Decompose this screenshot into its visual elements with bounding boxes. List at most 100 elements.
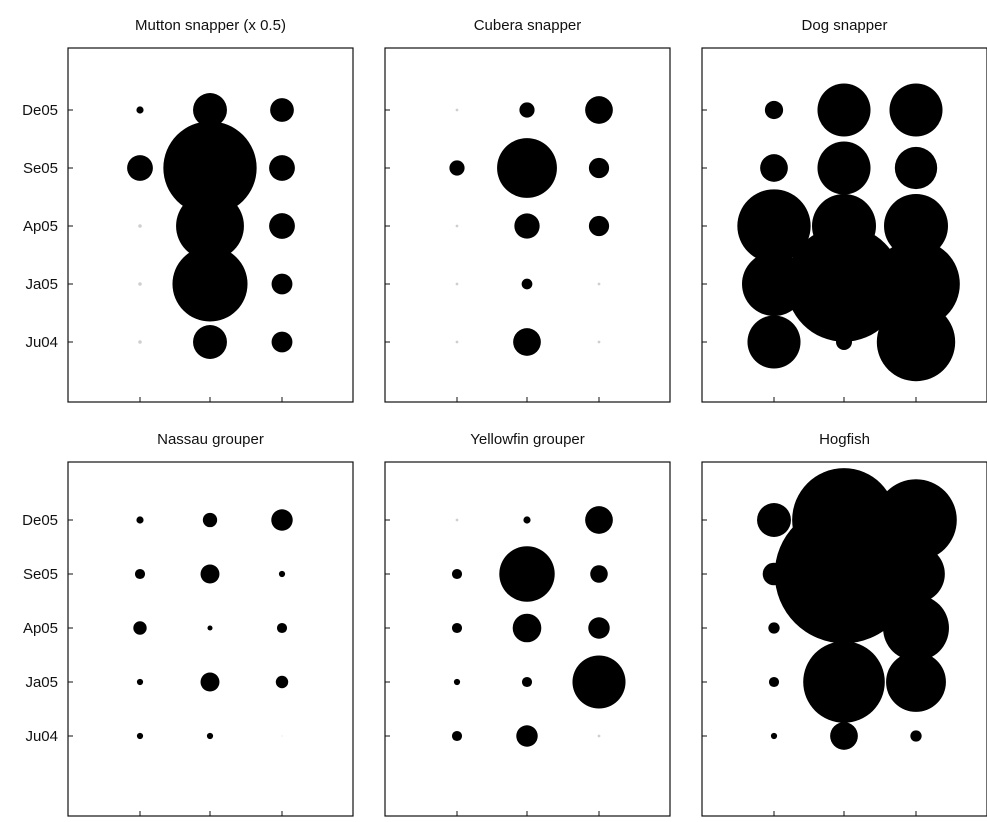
bubble-Se05-RW bbox=[163, 121, 257, 215]
bubble-Se05-RW bbox=[817, 141, 871, 195]
bubble-Ja05-NRW bbox=[138, 282, 142, 286]
bubble-De05-NRW bbox=[136, 516, 144, 524]
bubble-Ap05-RW bbox=[176, 192, 244, 260]
bubble-De05-NRW bbox=[455, 518, 459, 522]
bubble-Ja05-RW bbox=[803, 641, 885, 723]
bubble-Ja05-NRW bbox=[455, 282, 459, 286]
bubble-De05-RW bbox=[193, 93, 227, 127]
y-tick-label: Se05 bbox=[23, 566, 58, 583]
y-tick-label: De05 bbox=[22, 102, 58, 119]
bubble-Ja05-RC bbox=[572, 655, 626, 709]
bubble-Ap05-RW bbox=[207, 625, 213, 631]
bubble-Ap05-NRW bbox=[768, 622, 780, 634]
bubble-Ju04-RW bbox=[836, 334, 852, 350]
bubble-Se05-RW bbox=[774, 504, 914, 644]
panel-title: Yellowfin grouper bbox=[470, 431, 585, 448]
bubble-Ap05-RC bbox=[588, 617, 610, 639]
bubble-Ap05-NRW bbox=[133, 621, 147, 635]
bubble-Se05-RC bbox=[278, 570, 286, 578]
bubble-Ju04-NRW bbox=[451, 730, 463, 742]
bubble-Ap05-RC bbox=[588, 215, 610, 237]
bubble-Ja05-RW bbox=[172, 246, 248, 322]
bubble-De05-NRW bbox=[136, 106, 144, 114]
bubble-De05-NRW bbox=[455, 108, 459, 112]
bubble-Ap05-RC bbox=[276, 622, 288, 634]
bubble-Ju04-NRW bbox=[455, 340, 459, 344]
bubble-Se05-RC bbox=[894, 146, 938, 190]
bubble-Ju04-RC bbox=[597, 340, 601, 344]
bubble-Se05-RW bbox=[200, 564, 220, 584]
bubble-De05-RW bbox=[202, 512, 218, 528]
panel-title: Nassau grouper bbox=[157, 431, 264, 448]
bubble-Ju04-RC bbox=[910, 730, 922, 742]
bubble-Ju04-RC bbox=[876, 302, 956, 382]
bubble-Se05-RC bbox=[887, 545, 945, 603]
bubble-Ja05-RW bbox=[200, 672, 220, 692]
bubble-Ja05-NRW bbox=[453, 678, 461, 686]
bubble-Ju04-RC bbox=[281, 735, 283, 737]
bubble-Ap05-RW bbox=[514, 213, 540, 239]
y-tick-label: Se05 bbox=[23, 160, 58, 177]
bubble-Ap05-RC bbox=[269, 213, 295, 239]
bubble-De05-RC bbox=[585, 96, 613, 124]
bubble-Ju04-NRW bbox=[770, 732, 778, 740]
bubble-Ap05-NRW bbox=[737, 189, 811, 263]
bubble-Ja05-RC bbox=[886, 652, 946, 712]
y-tick-label: Ja05 bbox=[25, 276, 58, 293]
bubble-De05-RC bbox=[889, 83, 943, 137]
bubble-Ja05-RC bbox=[275, 675, 289, 689]
bubble-Se05-NRW bbox=[760, 154, 788, 182]
bubble-Ja05-RW bbox=[521, 278, 533, 290]
bubble-Ja05-RC bbox=[271, 273, 293, 295]
bubble-Ap05-RW bbox=[827, 611, 861, 645]
y-tick-label: Ja05 bbox=[25, 674, 58, 691]
bubble-Se05-RW bbox=[497, 138, 557, 198]
bubble-De05-RC bbox=[585, 506, 613, 534]
bubble-Ju04-RW bbox=[206, 732, 214, 740]
bubble-De05-RC bbox=[271, 509, 293, 531]
bubble-Ja05-RC bbox=[872, 240, 960, 328]
chart-panel-6: HogfishNRWRWRC bbox=[701, 431, 987, 817]
bubble-Ju04-RW bbox=[193, 325, 227, 359]
chart-panel-3: Dog snapper bbox=[701, 17, 987, 403]
bubble-Ju04-RW bbox=[830, 722, 858, 750]
bubble-Se05-RC bbox=[269, 155, 295, 181]
chart-panel-2: Cubera snapper bbox=[384, 17, 671, 403]
bubble-Ju04-RC bbox=[597, 734, 601, 738]
bubble-Ap05-RC bbox=[884, 194, 948, 258]
bubble-Ja05-NRW bbox=[768, 676, 780, 688]
bubble-Se05-NRW bbox=[134, 568, 146, 580]
bubble-Ap05-RW bbox=[512, 613, 542, 643]
bubble-Ja05-RW bbox=[521, 676, 533, 688]
y-tick-label: Ju04 bbox=[25, 334, 58, 351]
bubble-Se05-NRW bbox=[127, 155, 153, 181]
bubble-Se05-NRW bbox=[449, 160, 465, 176]
bubble-Se05-NRW bbox=[451, 568, 463, 580]
bubble-Ja05-NRW bbox=[136, 678, 144, 686]
bubble-Ju04-RC bbox=[271, 331, 293, 353]
bubble-Ju04-NRW bbox=[747, 315, 801, 369]
panel-title: Cubera snapper bbox=[474, 17, 582, 34]
chart-panel-5: Yellowfin grouperNRWRWRC bbox=[384, 431, 671, 817]
bubble-De05-NRW bbox=[764, 100, 784, 120]
panel-title: Hogfish bbox=[819, 431, 870, 448]
y-tick-label: Ju04 bbox=[25, 728, 58, 745]
bubble-Ju04-RW bbox=[513, 328, 541, 356]
panel-title: Mutton snapper (x 0.5) bbox=[135, 17, 286, 34]
bubble-De05-RC bbox=[270, 98, 294, 122]
bubble-Ju04-RW bbox=[516, 725, 538, 747]
bubble-Ju04-NRW bbox=[136, 732, 144, 740]
bubble-Ap05-NRW bbox=[455, 224, 459, 228]
bubble-Ap05-RC bbox=[883, 595, 949, 661]
bubble-Ja05-RW bbox=[786, 226, 902, 342]
bubble-De05-NRW bbox=[757, 503, 791, 537]
bubble-De05-RW bbox=[817, 83, 871, 137]
bubble-De05-RW bbox=[519, 102, 535, 118]
bubble-Ap05-NRW bbox=[138, 224, 142, 228]
y-tick-label: Ap05 bbox=[23, 620, 58, 637]
bubble-Se05-RC bbox=[588, 157, 610, 179]
bubble-De05-RW bbox=[523, 516, 531, 524]
bubble-Se05-RW bbox=[499, 546, 555, 602]
bubble-Se05-RC bbox=[590, 565, 608, 583]
